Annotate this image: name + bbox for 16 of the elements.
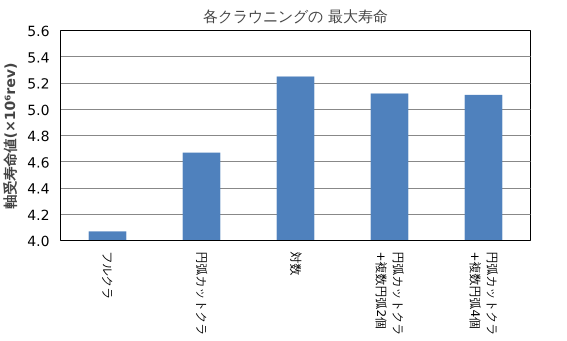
y-tick-label: 4.4 (27, 182, 50, 198)
y-tick-label: 5.0 (27, 102, 50, 119)
chart-title: 各クラウニングの 最大寿命 (203, 8, 388, 26)
x-tick-label: 円弧カットクラ +複数円弧2個 (374, 252, 405, 336)
y-tick-label: 5.2 (27, 76, 50, 92)
y-tick-label: 4.0 (27, 234, 50, 250)
x-tick-label: 円弧カットクラ +複数円弧4個 (468, 252, 499, 336)
y-tick-label: 4.2 (27, 208, 50, 224)
y-tick-label: 4.8 (27, 129, 50, 145)
x-tick-label: 円弧カットクラ (194, 252, 208, 336)
y-axis-title: 軸受寿命値(×10⁶rev) (3, 62, 20, 210)
y-tick-label: 5.4 (27, 50, 50, 66)
y-tick-label: 4.6 (27, 155, 50, 172)
y-tick-label: 5.6 (27, 24, 50, 40)
x-tick-label: フルクラ (100, 252, 114, 300)
x-tick-label: 対数 (288, 252, 302, 276)
